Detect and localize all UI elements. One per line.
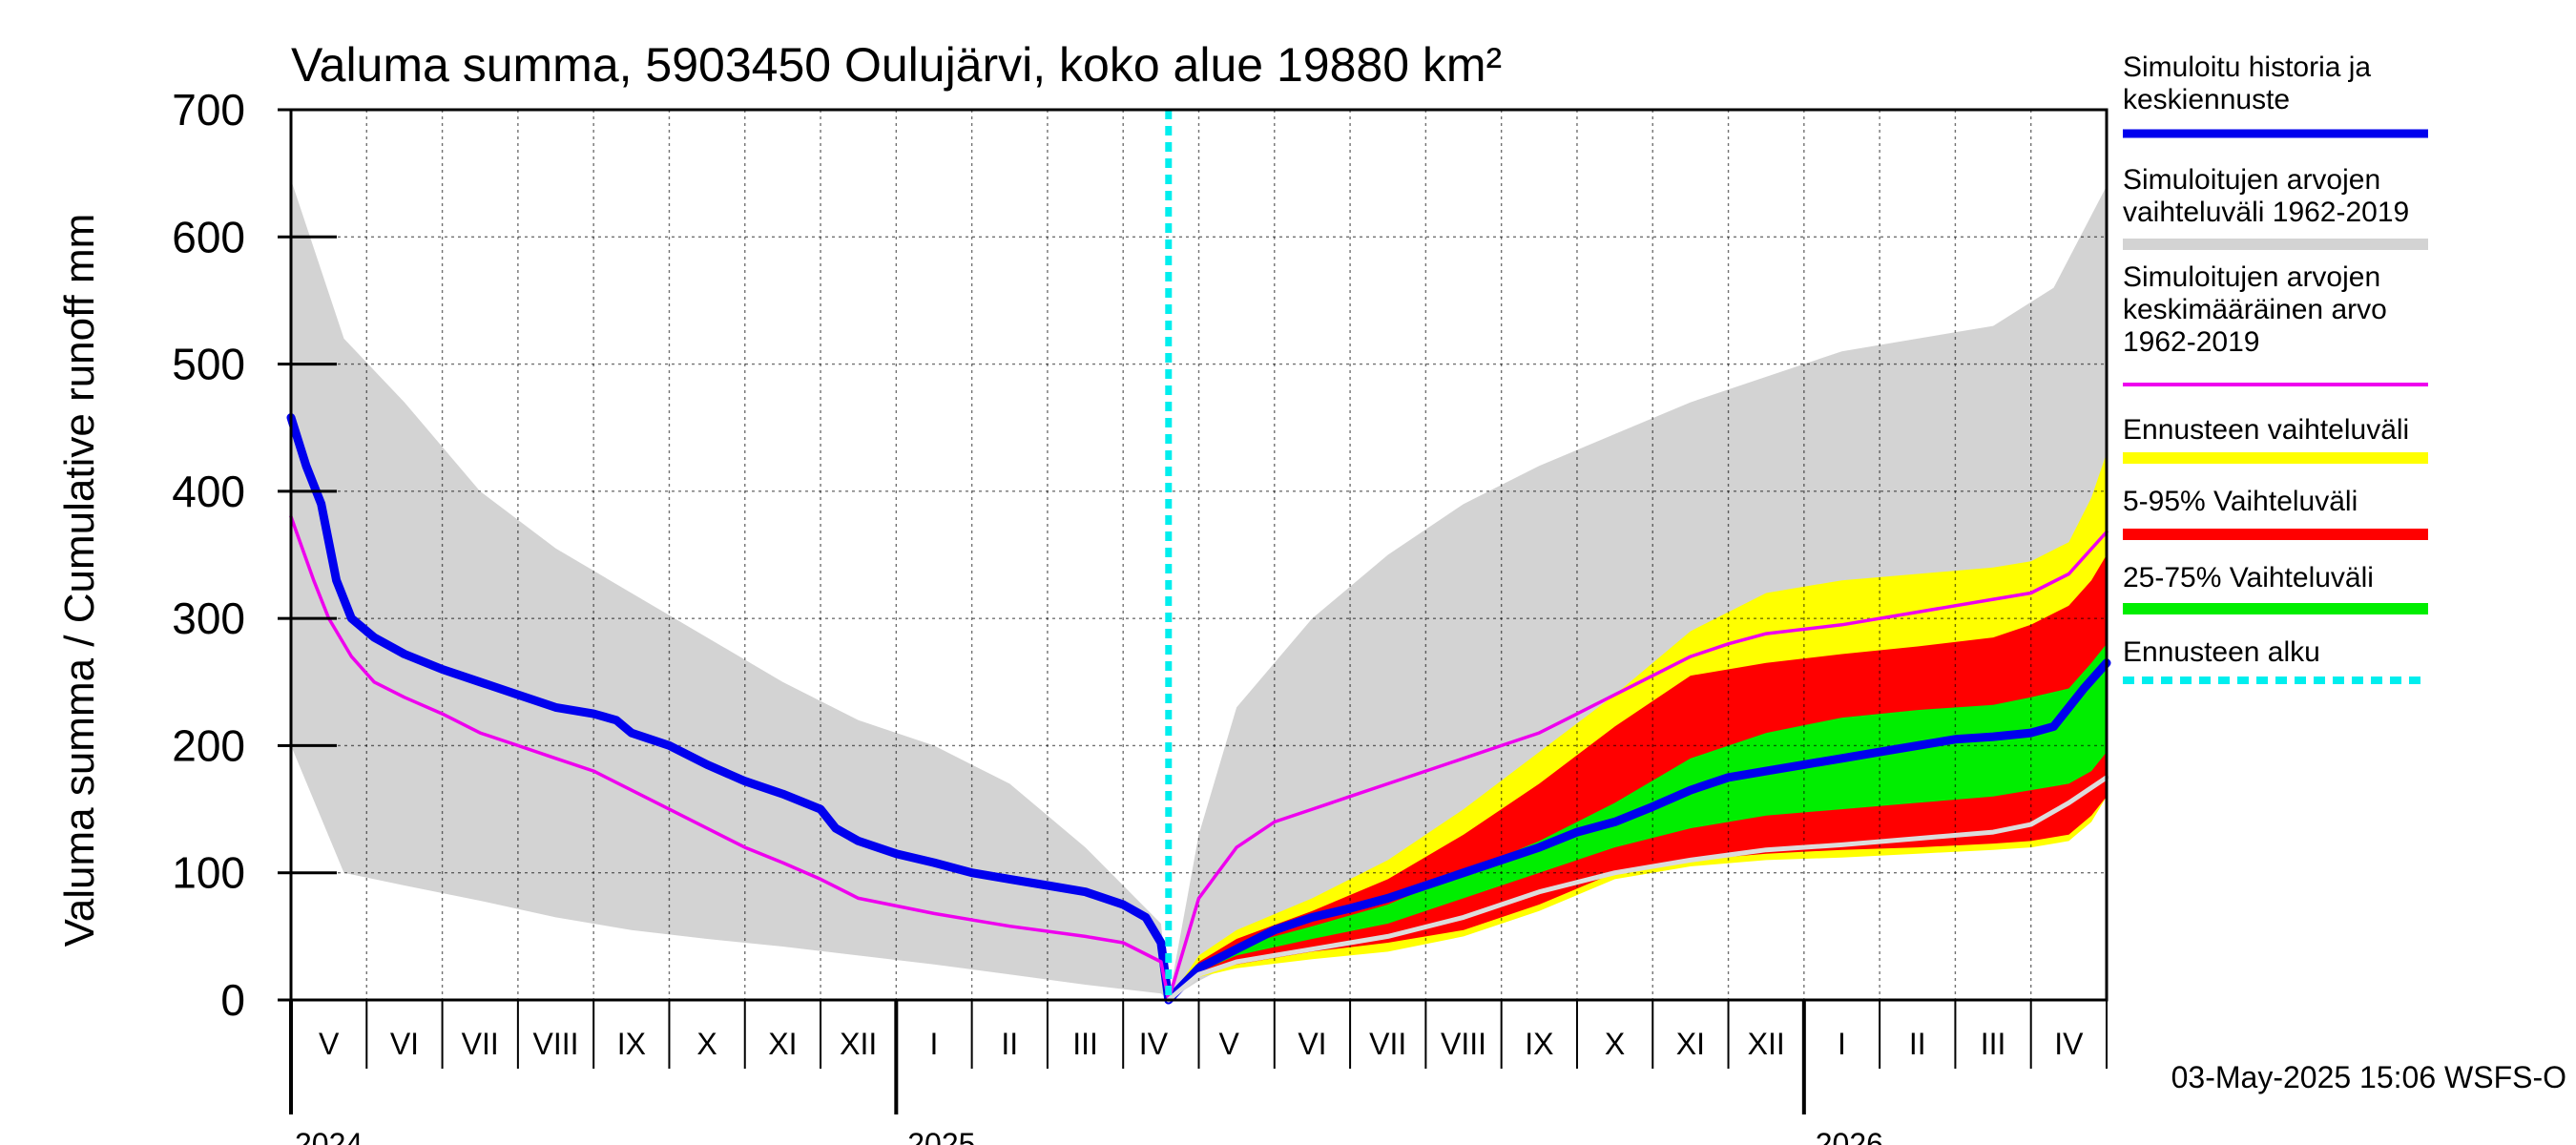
month-label: I [1838, 1027, 1846, 1061]
y-tick-label: 100 [172, 848, 245, 898]
forecast-median-line [1166, 775, 2109, 1003]
month-label: VIII [1441, 1027, 1486, 1061]
legend-label: 25-75% Vaihteluväli [2123, 562, 2374, 593]
forecast-25-75-band [1168, 643, 2107, 1000]
month-label: X [696, 1027, 717, 1061]
blue-simulated-line [286, 413, 2111, 1005]
month-label: I [930, 1027, 939, 1061]
month-label: V [319, 1027, 340, 1061]
y-tick-label: 400 [172, 467, 245, 516]
month-label: IX [1525, 1027, 1553, 1061]
legend-label: keskimääräinen arvo [2123, 294, 2387, 325]
month-label: VI [1298, 1027, 1326, 1061]
month-label: II [1909, 1027, 1926, 1061]
legend-label: Simuloitujen arvojen [2123, 261, 2380, 293]
y-tick-label: 200 [172, 720, 245, 770]
legend-label: 1962-2019 [2123, 326, 2259, 358]
legend-label: Simuloitujen arvojen [2123, 164, 2380, 196]
legend-label: vaihteluväli 1962-2019 [2123, 197, 2409, 228]
y-tick-label: 700 [172, 85, 245, 135]
month-label: VII [462, 1027, 499, 1061]
legend-label: Ennusteen vaihteluväli [2123, 414, 2409, 446]
year-label: 2024 [295, 1127, 363, 1145]
month-label: XI [768, 1027, 797, 1061]
month-label: XI [1676, 1027, 1705, 1061]
timestamp: 03-May-2025 15:06 WSFS-O [2171, 1060, 2566, 1094]
legend-label: Ennusteen alku [2123, 636, 2320, 668]
y-tick-label: 500 [172, 340, 245, 389]
month-label: IV [2054, 1027, 2084, 1061]
month-label: III [1981, 1027, 2006, 1061]
legend-label: keskiennuste [2123, 84, 2290, 115]
y-axis-label: Valuma summa / Cumulative runoff mm [56, 214, 103, 947]
y-tick-label: 300 [172, 593, 245, 643]
year-label: 2026 [1816, 1127, 1883, 1145]
month-label: VI [390, 1027, 419, 1061]
month-label: VII [1369, 1027, 1406, 1061]
month-label: XII [840, 1027, 877, 1061]
month-label: III [1072, 1027, 1098, 1061]
month-label: IX [617, 1027, 646, 1061]
magenta-mean-line [289, 514, 2109, 1002]
y-tick-label: 600 [172, 212, 245, 261]
month-label: XII [1748, 1027, 1785, 1061]
month-label: IV [1139, 1027, 1169, 1061]
month-label: II [1001, 1027, 1018, 1061]
legend-label: Simuloitu historia ja [2123, 52, 2371, 83]
month-label: V [1219, 1027, 1240, 1061]
year-label: 2025 [907, 1127, 975, 1145]
y-tick-label: 0 [220, 975, 245, 1025]
legend-label: 5-95% Vaihteluväli [2123, 486, 2358, 517]
month-label: VIII [533, 1027, 579, 1061]
chart-title: Valuma summa, 5903450 Oulujärvi, koko al… [291, 38, 1502, 92]
month-label: X [1605, 1027, 1625, 1061]
